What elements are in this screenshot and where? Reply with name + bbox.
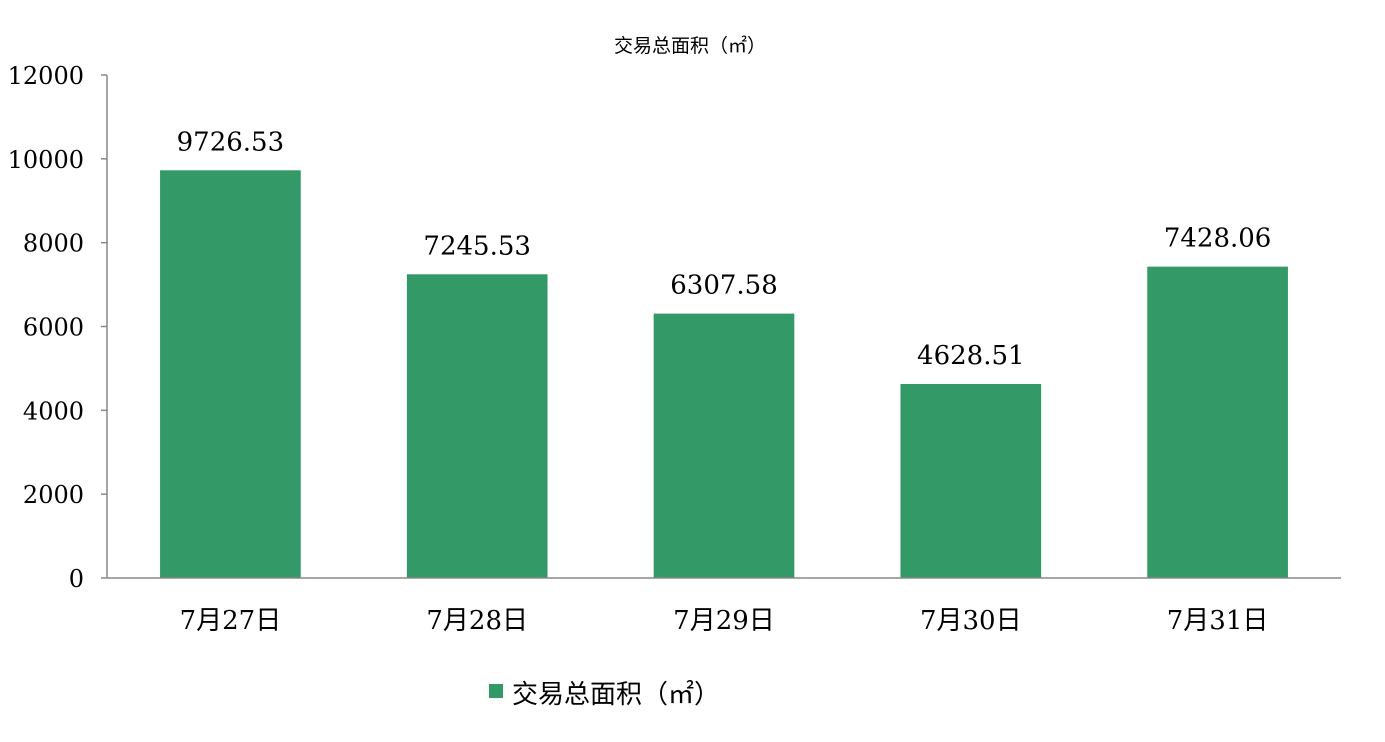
x-tick-label: 7月30日 <box>920 606 1022 636</box>
y-tick-label: 10000 <box>8 146 84 174</box>
bars-group: 9726.53 7245.53 6307.58 4628.51 7428.06 <box>160 127 1288 579</box>
chart-title: 交易总面积（㎡） <box>614 34 766 57</box>
y-axis-ticks: 0 2000 4000 6000 8000 10000 12000 <box>8 62 107 593</box>
y-tick-label: 4000 <box>23 397 84 425</box>
bar <box>653 313 795 578</box>
y-tick-label: 0 <box>69 565 84 593</box>
legend-swatch <box>489 684 503 698</box>
x-tick-label: 7月31日 <box>1167 606 1269 636</box>
data-label: 9726.53 <box>177 127 285 157</box>
bar <box>160 170 301 579</box>
data-label: 7428.06 <box>1164 224 1272 254</box>
legend: 交易总面积（㎡） <box>489 680 720 710</box>
y-tick-label: 8000 <box>23 230 84 258</box>
x-tick-label: 7月29日 <box>673 606 775 636</box>
y-tick-label: 12000 <box>8 62 84 90</box>
data-label: 7245.53 <box>423 231 531 261</box>
data-label: 4628.51 <box>917 341 1025 371</box>
bar <box>1147 266 1288 578</box>
x-tick-label: 7月27日 <box>180 606 282 636</box>
x-axis-ticks: 7月27日 7月28日 7月29日 7月30日 7月31日 <box>180 606 1269 636</box>
y-tick-label: 2000 <box>23 481 84 509</box>
bar <box>900 383 1042 578</box>
x-tick-label: 7月28日 <box>426 606 528 636</box>
legend-label: 交易总面积（㎡） <box>512 680 720 710</box>
y-tick-label: 6000 <box>23 314 84 342</box>
data-label: 6307.58 <box>670 271 778 301</box>
bar <box>406 274 548 578</box>
